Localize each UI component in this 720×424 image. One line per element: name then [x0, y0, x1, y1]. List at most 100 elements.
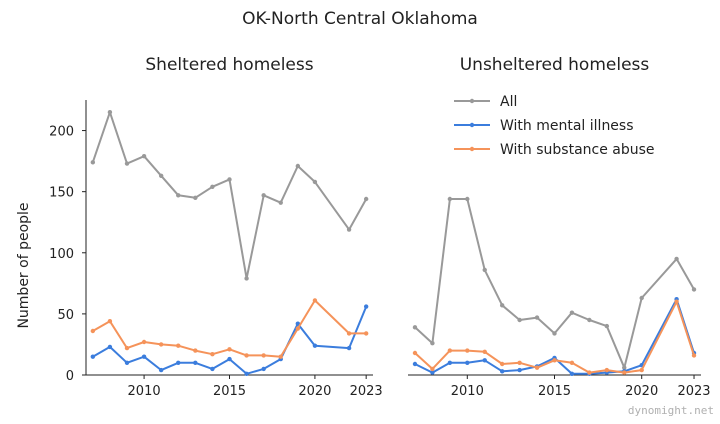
- data-point: [552, 331, 557, 336]
- data-point: [210, 184, 215, 189]
- data-point: [604, 367, 610, 373]
- data-point: [158, 173, 164, 178]
- data-point: [176, 343, 181, 348]
- legend-label: With mental illness: [500, 118, 634, 134]
- data-point: [193, 348, 198, 353]
- x-tick-label: 2010: [451, 384, 484, 399]
- data-point: [622, 370, 627, 375]
- data-point: [499, 369, 505, 374]
- legend-label: With substance abuse: [500, 142, 655, 158]
- data-point: [465, 196, 470, 202]
- y-tick-label: 200: [49, 125, 74, 140]
- panel-title: Sheltered homeless: [145, 55, 313, 75]
- data-point: [482, 349, 487, 354]
- data-point: [227, 347, 232, 352]
- data-point: [312, 298, 318, 303]
- data-point: [295, 163, 301, 169]
- series-all: [412, 196, 697, 370]
- series-line-all: [414, 198, 695, 369]
- legend-marker: [469, 122, 475, 128]
- data-point: [312, 179, 318, 185]
- data-point: [124, 345, 130, 351]
- data-point: [141, 154, 147, 159]
- data-point: [412, 361, 418, 367]
- data-point: [363, 196, 369, 202]
- data-point: [295, 321, 301, 326]
- legend-marker: [469, 98, 475, 104]
- data-point: [587, 370, 592, 375]
- legend-item-all: All: [454, 94, 517, 110]
- data-point: [261, 366, 266, 372]
- data-point: [141, 354, 147, 359]
- data-point: [227, 177, 232, 182]
- data-point: [346, 227, 352, 232]
- data-point: [604, 323, 610, 329]
- data-point: [430, 366, 435, 372]
- x-tick-label: 2020: [298, 384, 331, 399]
- data-point: [482, 358, 487, 363]
- data-point: [534, 365, 540, 370]
- data-point: [261, 353, 266, 358]
- data-point: [569, 371, 575, 376]
- data-point: [312, 343, 318, 348]
- data-point: [587, 317, 592, 323]
- panel-unsheltered: Unsheltered homeless 2010 2015 2020 2023: [408, 55, 711, 399]
- data-point: [639, 367, 644, 373]
- data-point: [176, 193, 181, 198]
- legend: All With mental illness With substance abu…: [454, 94, 655, 158]
- data-point: [447, 348, 453, 353]
- data-point: [534, 315, 540, 320]
- panel-title: Unsheltered homeless: [460, 55, 650, 75]
- data-point: [499, 303, 505, 308]
- data-point: [176, 360, 181, 365]
- data-point: [447, 360, 453, 365]
- data-point: [124, 161, 130, 166]
- data-point: [482, 267, 487, 273]
- data-point: [210, 352, 215, 357]
- data-point: [278, 354, 283, 359]
- data-point: [227, 356, 232, 362]
- y-axis-label: Number of people: [16, 202, 32, 328]
- legend-label: All: [500, 94, 517, 110]
- data-point: [141, 339, 147, 345]
- data-point: [639, 295, 644, 301]
- data-point: [346, 331, 352, 336]
- data-point: [412, 325, 418, 330]
- data-point: [90, 328, 96, 334]
- figure-title: OK-North Central Oklahoma: [242, 9, 478, 29]
- data-point: [295, 326, 301, 331]
- data-point: [447, 196, 453, 202]
- series-with-substance-abuse: [412, 299, 697, 375]
- data-point: [278, 200, 283, 205]
- data-point: [465, 348, 470, 353]
- legend-marker: [469, 146, 475, 152]
- series-with-mental-illness: [90, 304, 369, 376]
- data-point: [244, 353, 249, 358]
- x-tick-label: 2020: [625, 384, 658, 399]
- data-point: [517, 317, 522, 323]
- data-point: [107, 319, 113, 324]
- legend-item-with-mental-illness: With mental illness: [454, 118, 634, 134]
- y-tick-label: 0: [66, 369, 74, 384]
- data-point: [465, 360, 470, 365]
- legend-item-with-substance-abuse: With substance abuse: [454, 142, 655, 158]
- series-line-with-mental-illness: [91, 305, 368, 375]
- y-tick-label: 150: [49, 186, 74, 201]
- watermark: dynomight.net: [628, 404, 714, 417]
- data-point: [158, 342, 164, 347]
- series-line-with-substance-abuse: [91, 299, 368, 358]
- data-point: [363, 304, 369, 309]
- series-with-mental-illness: [412, 297, 697, 376]
- series-line-all: [91, 111, 368, 280]
- data-point: [244, 276, 249, 281]
- x-tick-label: 2023: [350, 384, 383, 399]
- data-point: [90, 354, 96, 359]
- data-point: [691, 287, 697, 292]
- panel-sheltered: Sheltered homeless 2010 2015 2020 2023 0 50 100…: [16, 55, 383, 399]
- x-tick-label: 2023: [677, 384, 710, 399]
- data-point: [363, 331, 369, 336]
- data-point: [124, 360, 130, 365]
- series-all: [90, 110, 369, 281]
